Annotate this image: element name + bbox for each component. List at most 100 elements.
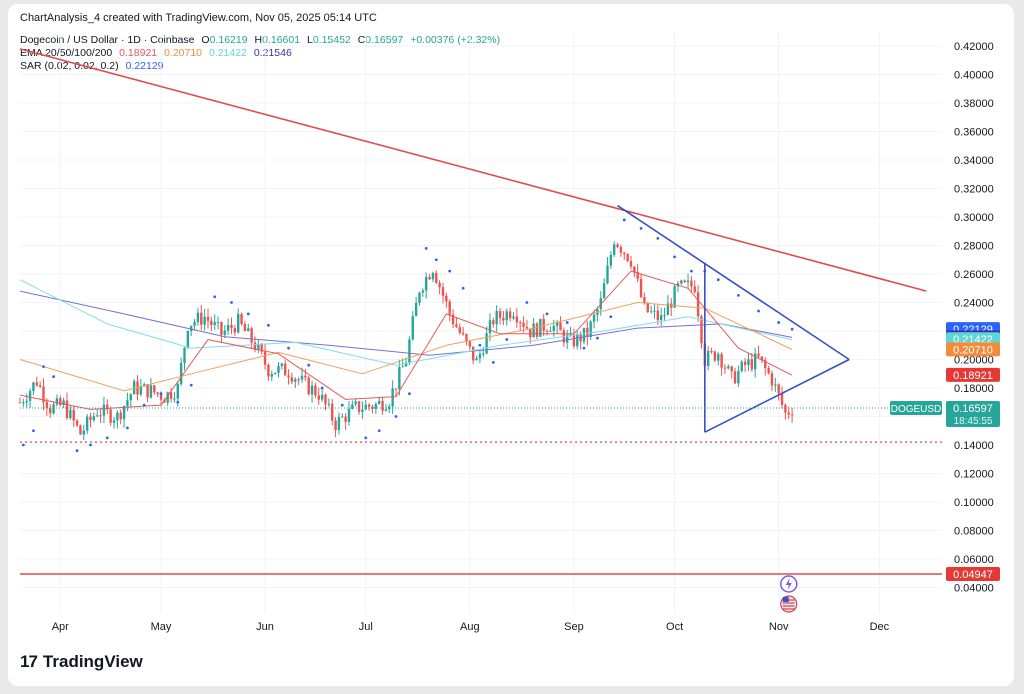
candle-body — [646, 302, 649, 312]
price-tag-value: 0.20710 — [953, 344, 993, 356]
candle-body — [79, 425, 82, 435]
candle-body — [686, 280, 690, 282]
candle-body — [535, 323, 539, 337]
price-tag — [946, 342, 1000, 357]
candle-body — [106, 404, 109, 410]
candle-body — [176, 383, 179, 399]
sar-dot — [287, 346, 290, 350]
candle-body — [723, 367, 727, 369]
legend-symbol-row[interactable]: Dogecoin / US Dollar · 1D · Coinbase O0.… — [20, 34, 504, 47]
trendline-resistance — [19, 48, 927, 292]
sar-dot — [340, 403, 344, 407]
candle-body — [52, 404, 55, 414]
countdown-label: 18:45:55 — [954, 416, 993, 427]
legend-ema-row[interactable]: EMA 20/50/100/200 0.18921 0.20710 0.2142… — [20, 47, 504, 60]
candle-body — [220, 322, 223, 335]
candle-body — [569, 334, 572, 336]
candle-body — [351, 404, 354, 409]
candle-body — [508, 311, 512, 319]
candle-body — [445, 295, 448, 302]
legend-open: O0.16219 — [201, 34, 248, 46]
candle-body — [505, 311, 508, 321]
legend-ema-title: EMA 20/50/100/200 — [20, 47, 113, 59]
candle-body — [656, 310, 660, 321]
candle-body — [139, 386, 143, 395]
candle-body — [502, 317, 505, 321]
price-tag — [946, 567, 1000, 582]
candle-body — [59, 398, 62, 406]
candle-body — [146, 384, 149, 398]
candle-body — [438, 282, 441, 288]
candle-body — [529, 328, 532, 338]
y-tick-label: 0.24000 — [954, 298, 994, 310]
candle-body — [85, 416, 89, 431]
y-tick-label: 0.32000 — [954, 184, 994, 196]
candle-body — [257, 344, 260, 350]
candle-body — [190, 325, 193, 332]
candle-body — [65, 400, 69, 418]
x-tick-label: Sep — [564, 621, 584, 633]
candle-body — [149, 385, 153, 398]
candle-body — [122, 406, 126, 420]
x-tick-label: Jul — [359, 621, 373, 633]
symbol-tag-label: DOGEUSD — [891, 404, 942, 415]
candle-body — [576, 333, 579, 347]
sar-dot — [434, 258, 438, 262]
chart-card: ChartAnalysis_4 created with TradingView… — [8, 4, 1014, 686]
tradingview-brand[interactable]: 17 TradingView — [20, 652, 143, 672]
sar-dot — [42, 365, 45, 369]
candle-body — [55, 398, 59, 405]
candle-body — [492, 320, 495, 325]
candle-body — [119, 412, 122, 420]
candle-body — [532, 323, 535, 338]
sar-dot — [159, 392, 163, 396]
candle-body — [767, 368, 770, 374]
candle-body — [361, 409, 364, 412]
candle-body — [455, 324, 458, 328]
candle-body — [673, 286, 676, 308]
candle-body — [35, 382, 38, 386]
candle-body — [780, 393, 784, 406]
candle-body — [186, 331, 190, 348]
candle-body — [555, 322, 559, 326]
candle-body — [226, 325, 230, 331]
sar-dot — [267, 323, 270, 327]
y-tick-label: 0.04000 — [954, 583, 994, 595]
candle-body — [609, 254, 613, 266]
symbol-tag — [890, 400, 942, 415]
candle-body — [525, 326, 529, 329]
candle-body — [666, 303, 670, 316]
candle-body — [448, 301, 451, 315]
sar-dot — [565, 321, 569, 324]
candle-body — [404, 362, 408, 367]
candle-body — [522, 322, 525, 327]
y-tick-label: 0.34000 — [954, 155, 994, 167]
candle-body — [653, 310, 656, 312]
ema200-line — [19, 290, 793, 356]
candle-body — [169, 392, 173, 399]
price-chart[interactable]: 0.42000 0.40000 0.38000 0.36000 0.34000 0.320… — [8, 4, 1014, 686]
candle-body — [25, 400, 28, 403]
x-tick-label: Jun — [256, 621, 274, 633]
flag-canton — [782, 597, 789, 602]
candle-body — [690, 280, 693, 287]
sar-dot — [690, 269, 693, 273]
sar-dot — [673, 255, 677, 259]
price-tag — [946, 400, 1000, 427]
candle-body — [250, 328, 253, 343]
candle-body — [203, 316, 206, 325]
candle-body — [284, 363, 287, 376]
y-tick-label: 0.28000 — [954, 241, 994, 253]
sar-dot — [596, 336, 599, 340]
sar-dot — [213, 295, 217, 299]
y-tick-label: 0.40000 — [954, 70, 994, 82]
x-tick-label: Aug — [460, 621, 480, 633]
candle-body — [364, 404, 367, 410]
sar-dot — [736, 293, 740, 297]
sar-dot — [716, 278, 720, 282]
sar-dot — [448, 269, 452, 273]
candle-body — [28, 390, 32, 401]
candle-body — [354, 401, 357, 405]
candle-body — [341, 416, 344, 418]
candle-body — [196, 312, 200, 323]
